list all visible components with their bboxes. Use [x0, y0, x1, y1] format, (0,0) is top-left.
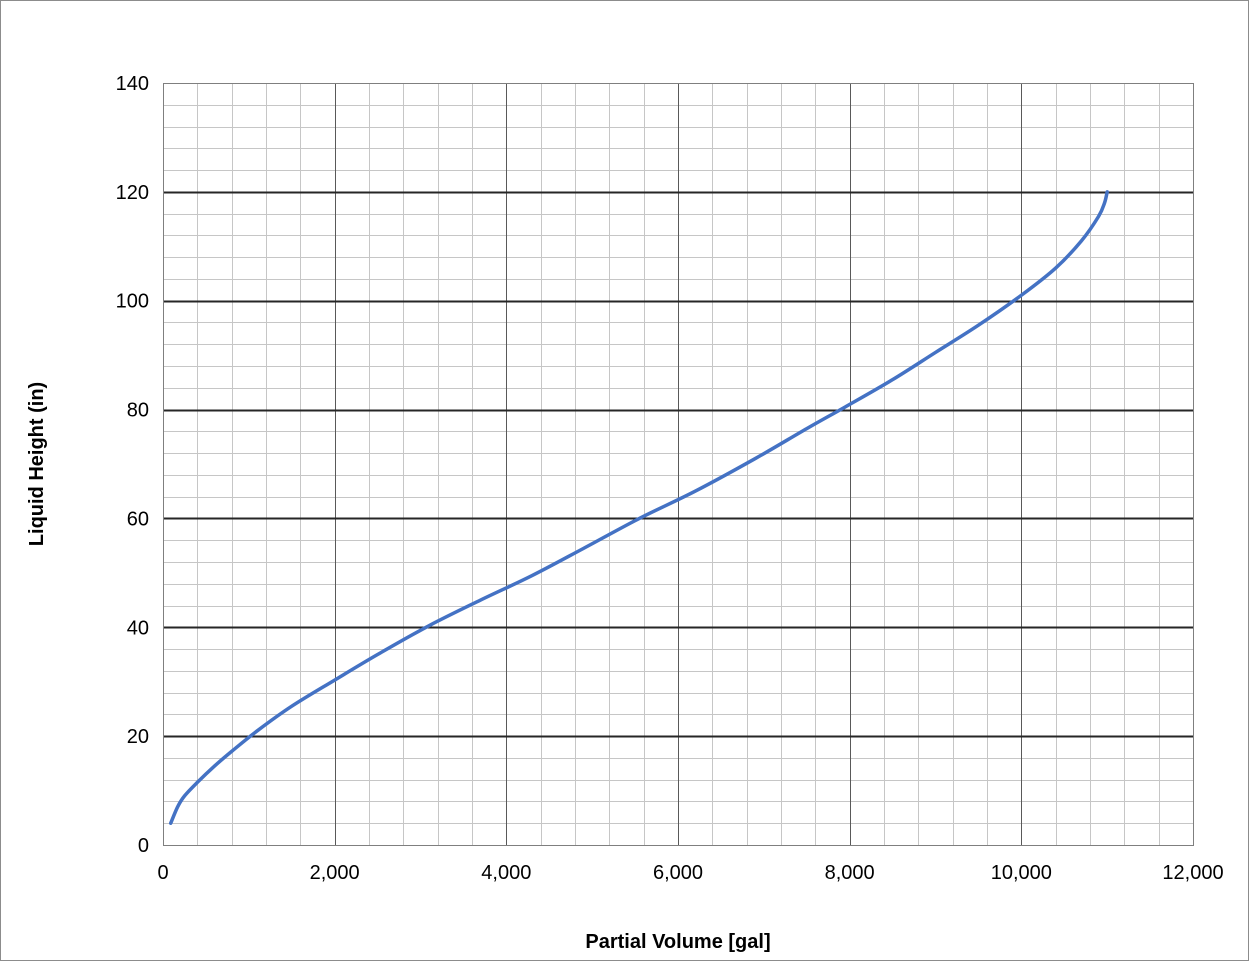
x-tick-label: 2,000: [310, 862, 360, 884]
major-gridlines: [163, 83, 1193, 845]
series-line: [168, 190, 1109, 825]
y-axis-title: Liquid Height (in): [26, 382, 48, 546]
x-tick-label: 12,000: [1162, 862, 1223, 884]
y-axis-tick-labels: 0 20 40 60 80 100 120 140: [116, 73, 149, 857]
x-tick-label: 0: [157, 862, 168, 884]
series-layer: [168, 190, 1109, 825]
y-tick-label: 140: [116, 73, 149, 95]
y-tick-label: 100: [116, 291, 149, 313]
y-tick-label: 20: [127, 726, 149, 748]
x-tick-label: 10,000: [991, 862, 1052, 884]
x-tick-label: 4,000: [481, 862, 531, 884]
x-axis-tick-labels: 0 2,000 4,000 6,000 8,000 10,000 12,000: [157, 862, 1223, 884]
y-tick-label: 120: [116, 182, 149, 204]
x-tick-label: 8,000: [825, 862, 875, 884]
y-tick-label: 40: [127, 617, 149, 639]
plot-area-border: [163, 83, 1194, 846]
y-tick-label: 60: [127, 508, 149, 530]
x-tick-label: 6,000: [653, 862, 703, 884]
y-tick-label: 80: [127, 400, 149, 422]
y-tick-label: 0: [138, 835, 149, 857]
x-axis-title: Partial Volume [gal]: [585, 931, 770, 953]
